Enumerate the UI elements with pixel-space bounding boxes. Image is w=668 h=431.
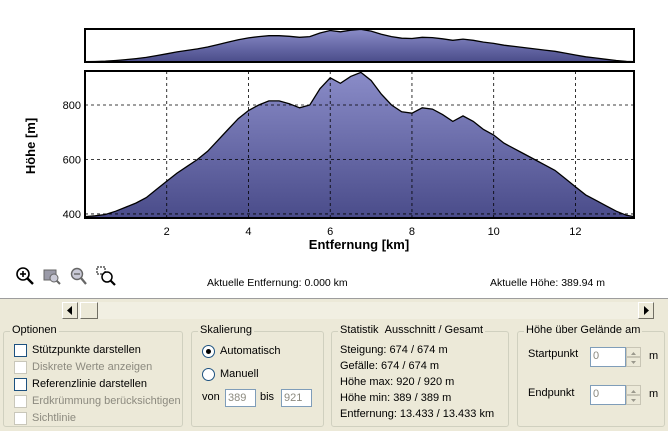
x-tick-label: 10 xyxy=(488,226,500,238)
optionen-group: Optionen Stützpunkte darstellen Diskrete… xyxy=(3,324,183,427)
zoom-in-icon[interactable] xyxy=(15,266,35,286)
stat-gefaelle: Gefälle: 674 / 674 m xyxy=(340,360,440,372)
radio-manuell[interactable] xyxy=(202,368,215,381)
label-erdkruemmung: Erdkrümmung berücksichtigen xyxy=(32,395,181,407)
y-tick-label: 600 xyxy=(63,154,81,166)
chart-axes: 2 4 6 8 10 12 400 600 800 xyxy=(63,70,635,238)
statistik-subtitle: Ausschnitt / Gesamt xyxy=(384,324,484,336)
overview-frame xyxy=(84,28,635,63)
x-tick-label: 6 xyxy=(327,226,333,238)
spin-down-icon[interactable] xyxy=(626,395,641,405)
main-chart[interactable] xyxy=(85,71,634,218)
label-startpunkt: Startpunkt xyxy=(528,348,579,360)
current-height-readout: Aktuelle Höhe: 389.94 m xyxy=(490,277,605,289)
y-axis-label: Höhe [m] xyxy=(23,118,38,174)
startpunkt-unit: m xyxy=(649,350,659,362)
label-stuetzpunkte: Stützpunkte darstellen xyxy=(32,344,141,356)
endpunkt-input[interactable]: 0 xyxy=(590,385,626,405)
elevation-area xyxy=(85,72,634,218)
x-tick-label: 4 xyxy=(245,226,251,238)
scroll-left-button[interactable] xyxy=(62,302,78,319)
skalierung-title: Skalierung xyxy=(198,324,254,336)
overview-chart[interactable] xyxy=(84,28,635,63)
overview-profile-area xyxy=(85,29,634,62)
label-manuell: Manuell xyxy=(220,368,259,380)
stat-hoehe-max: Höhe max: 920 / 920 m xyxy=(340,376,455,388)
elevation-line xyxy=(85,71,634,218)
radio-selected-dot xyxy=(206,349,211,354)
checkbox-erdkruemmung[interactable] xyxy=(14,395,27,408)
label-sichtlinie: Sichtlinie xyxy=(32,412,77,424)
plot-frame xyxy=(84,70,635,219)
zoom-region-icon[interactable] xyxy=(96,266,116,286)
scroll-thumb[interactable] xyxy=(80,302,98,319)
label-referenzlinie: Referenzlinie darstellen xyxy=(32,378,147,390)
hoehe-gelaende-group: Höhe über Gelände am Startpunkt 0 m Endp… xyxy=(517,324,665,427)
y-tick-label: 800 xyxy=(63,100,81,112)
scale-from-input[interactable]: 389 xyxy=(225,389,256,407)
scale-to-input[interactable]: 921 xyxy=(281,389,312,407)
skalierung-group: Skalierung Automatisch Manuell von 389 b… xyxy=(191,324,324,427)
optionen-title: Optionen xyxy=(10,324,59,336)
spin-down-icon[interactable] xyxy=(626,357,641,367)
label-von: von xyxy=(202,391,220,403)
label-endpunkt: Endpunkt xyxy=(528,387,575,399)
x-tick-label: 8 xyxy=(409,226,415,238)
checkbox-sichtlinie[interactable] xyxy=(14,412,27,425)
statistik-group: Statistik Ausschnitt / Gesamt Steigung: … xyxy=(331,324,509,427)
zoom-reset-icon[interactable] xyxy=(68,266,88,286)
statistik-title-text: Statistik xyxy=(340,324,379,336)
profile-plot-panel: 2 4 6 8 10 12 400 600 800 Höhe [m] Entfernung [k… xyxy=(0,0,668,299)
spin-up-icon[interactable] xyxy=(626,385,641,395)
statistik-title: Statistik Ausschnitt / Gesamt xyxy=(338,324,486,336)
stat-hoehe-min: Höhe min: 389 / 389 m xyxy=(340,392,452,404)
x-tick-label: 2 xyxy=(164,226,170,238)
elevation-profile-chart[interactable]: 2 4 6 8 10 12 400 600 800 Höhe [m] Entfernung [k… xyxy=(0,0,668,298)
label-diskrete-werte: Diskrete Werte anzeigen xyxy=(32,361,153,373)
checkbox-stuetzpunkte[interactable] xyxy=(14,344,27,357)
stat-entfernung: Entfernung: 13.433 / 13.433 km xyxy=(340,408,495,420)
checkbox-diskrete-werte[interactable] xyxy=(14,361,27,374)
hoehe-gelaende-title: Höhe über Gelände am xyxy=(524,324,643,336)
current-distance-readout: Aktuelle Entfernung: 0.000 km xyxy=(207,277,348,289)
endpunkt-unit: m xyxy=(649,388,659,400)
x-tick-label: 12 xyxy=(569,226,581,238)
startpunkt-input[interactable]: 0 xyxy=(590,347,626,367)
x-axis-label: Entfernung [km] xyxy=(309,237,409,252)
label-automatisch: Automatisch xyxy=(220,345,281,357)
label-bis: bis xyxy=(260,391,275,403)
radio-automatisch[interactable] xyxy=(202,345,215,358)
spin-up-icon[interactable] xyxy=(626,347,641,357)
startpunkt-spinner[interactable] xyxy=(626,347,641,367)
scroll-right-button[interactable] xyxy=(638,302,654,319)
endpunkt-spinner[interactable] xyxy=(626,385,641,405)
stat-steigung: Steigung: 674 / 674 m xyxy=(340,344,448,356)
y-tick-label: 400 xyxy=(63,209,81,221)
horizontal-scrollbar[interactable] xyxy=(62,302,654,319)
checkbox-referenzlinie[interactable] xyxy=(14,378,27,391)
zoom-out-icon[interactable] xyxy=(42,266,62,286)
